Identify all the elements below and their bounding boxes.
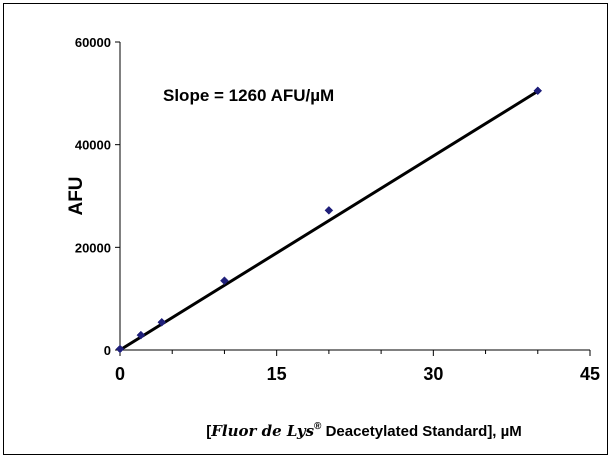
y-axis-label: AFU	[66, 176, 87, 215]
y-tick-label: 20000	[75, 240, 111, 255]
y-tick-label: 60000	[75, 35, 111, 50]
chart-frame	[3, 3, 608, 455]
data-point	[220, 276, 229, 286]
x-axis-label-text: Deacetylated Standard	[321, 423, 487, 440]
slope-annotation: Slope = 1260 AFU/µM	[163, 86, 334, 105]
axes	[119, 42, 590, 351]
data-points	[115, 86, 543, 354]
x-ticks: 0 15 30 45	[115, 350, 600, 384]
registered-mark: ®	[314, 421, 322, 432]
trendline-group	[118, 89, 540, 352]
x-axis-label-product-name: Fluor de Lys	[210, 422, 314, 440]
data-point	[324, 206, 334, 215]
x-tick-label: 30	[423, 364, 443, 384]
x-axis-label-open-bracket: [	[206, 423, 211, 440]
y-ticks: 0 20000 40000 60000	[75, 35, 120, 358]
x-axis-label-unit: ], µM	[487, 423, 521, 440]
y-tick-label: 0	[104, 343, 111, 358]
y-tick-label: 40000	[75, 138, 111, 153]
x-tick-label: 15	[267, 364, 287, 384]
x-axis-label: [Fluor de Lys® Deacetylated Standard], µ…	[206, 421, 522, 440]
data-point	[533, 86, 543, 96]
data-point	[157, 317, 167, 327]
trendline	[118, 89, 540, 352]
data-point	[115, 344, 125, 354]
x-tick-label: 0	[115, 364, 125, 384]
x-tick-label: 45	[580, 364, 600, 384]
data-point	[136, 330, 146, 340]
